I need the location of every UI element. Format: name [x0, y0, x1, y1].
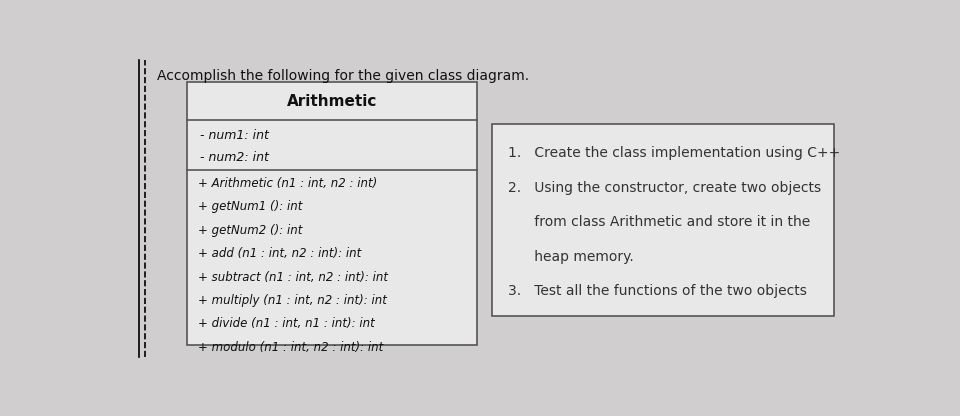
Text: + getNum2 (): int: + getNum2 (): int: [198, 224, 302, 237]
Text: + subtract (n1 : int, n2 : int): int: + subtract (n1 : int, n2 : int): int: [198, 271, 388, 284]
Text: Arithmetic: Arithmetic: [287, 94, 377, 109]
Text: heap memory.: heap memory.: [509, 250, 635, 264]
Text: Accomplish the following for the given class diagram.: Accomplish the following for the given c…: [157, 69, 529, 83]
Text: + modulo (n1 : int, n2 : int): int: + modulo (n1 : int, n2 : int): int: [198, 341, 383, 354]
Text: + getNum1 (): int: + getNum1 (): int: [198, 201, 302, 213]
Text: - num1: int: - num1: int: [201, 129, 269, 142]
Text: from class Arithmetic and store it in the: from class Arithmetic and store it in th…: [509, 215, 810, 229]
Text: + multiply (n1 : int, n2 : int): int: + multiply (n1 : int, n2 : int): int: [198, 294, 387, 307]
Text: 2.   Using the constructor, create two objects: 2. Using the constructor, create two obj…: [509, 181, 822, 195]
Text: + divide (n1 : int, n1 : int): int: + divide (n1 : int, n1 : int): int: [198, 317, 374, 330]
Text: + Arithmetic (n1 : int, n2 : int): + Arithmetic (n1 : int, n2 : int): [198, 177, 377, 190]
Bar: [492, 124, 834, 316]
Text: 3.   Test all the functions of the two objects: 3. Test all the functions of the two obj…: [509, 285, 807, 298]
Bar: [187, 82, 477, 344]
Text: 1.   Create the class implementation using C++: 1. Create the class implementation using…: [509, 146, 841, 160]
Text: + add (n1 : int, n2 : int): int: + add (n1 : int, n2 : int): int: [198, 247, 361, 260]
Text: - num2: int: - num2: int: [201, 151, 269, 164]
